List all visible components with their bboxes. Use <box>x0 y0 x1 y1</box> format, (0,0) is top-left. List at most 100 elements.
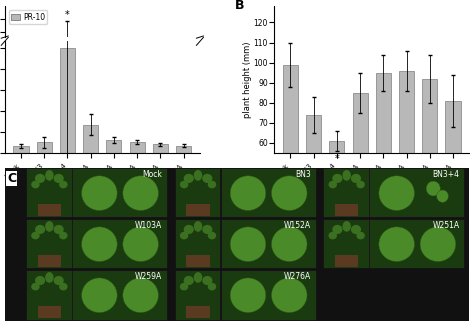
Ellipse shape <box>272 278 307 313</box>
Bar <box>106 140 121 153</box>
Bar <box>129 142 145 153</box>
Bar <box>153 144 168 153</box>
FancyBboxPatch shape <box>222 169 316 217</box>
Ellipse shape <box>183 276 194 285</box>
Ellipse shape <box>202 174 212 183</box>
Ellipse shape <box>31 232 40 239</box>
Ellipse shape <box>123 176 158 211</box>
Ellipse shape <box>208 232 216 239</box>
Bar <box>153 105 168 109</box>
Text: W251A: W251A <box>432 221 459 230</box>
Ellipse shape <box>351 225 361 234</box>
Bar <box>353 93 368 263</box>
Bar <box>60 70 75 109</box>
FancyBboxPatch shape <box>335 255 358 267</box>
Ellipse shape <box>202 225 212 234</box>
Ellipse shape <box>35 225 45 234</box>
Bar <box>129 105 145 109</box>
Ellipse shape <box>332 174 343 183</box>
Bar <box>83 98 98 109</box>
Ellipse shape <box>194 170 202 181</box>
Ellipse shape <box>45 272 54 283</box>
Text: *: * <box>65 10 70 20</box>
Ellipse shape <box>194 221 202 232</box>
Ellipse shape <box>180 283 188 290</box>
Ellipse shape <box>31 181 40 188</box>
Bar <box>36 105 52 109</box>
Ellipse shape <box>82 227 117 261</box>
FancyBboxPatch shape <box>73 169 167 217</box>
Ellipse shape <box>379 176 414 211</box>
Text: W259A: W259A <box>135 272 162 282</box>
Bar <box>36 142 52 153</box>
Text: Mock: Mock <box>142 170 162 179</box>
FancyBboxPatch shape <box>335 203 358 216</box>
Ellipse shape <box>420 227 456 261</box>
Bar <box>422 78 438 263</box>
FancyBboxPatch shape <box>186 203 210 216</box>
Ellipse shape <box>123 227 158 261</box>
Bar <box>13 146 28 153</box>
Ellipse shape <box>208 283 216 290</box>
Text: BN3+4: BN3+4 <box>432 170 459 179</box>
FancyBboxPatch shape <box>176 169 220 217</box>
Y-axis label: plant height (mm): plant height (mm) <box>243 41 252 118</box>
FancyBboxPatch shape <box>222 220 316 269</box>
Ellipse shape <box>183 174 194 183</box>
FancyBboxPatch shape <box>38 306 61 318</box>
Ellipse shape <box>35 174 45 183</box>
Ellipse shape <box>208 181 216 188</box>
Ellipse shape <box>342 170 351 181</box>
Bar <box>83 125 98 153</box>
FancyBboxPatch shape <box>73 271 167 319</box>
Bar <box>176 106 191 109</box>
Ellipse shape <box>35 276 45 285</box>
FancyBboxPatch shape <box>38 255 61 267</box>
Text: *: * <box>335 154 339 164</box>
FancyBboxPatch shape <box>186 255 210 267</box>
Ellipse shape <box>180 181 188 188</box>
Ellipse shape <box>426 181 440 196</box>
Bar <box>60 48 75 153</box>
Ellipse shape <box>437 190 448 202</box>
Ellipse shape <box>356 232 365 239</box>
Bar <box>13 106 28 109</box>
Bar <box>376 73 391 263</box>
Ellipse shape <box>59 232 68 239</box>
Legend: PR-10: PR-10 <box>9 10 47 24</box>
Ellipse shape <box>82 176 117 211</box>
FancyBboxPatch shape <box>27 169 72 217</box>
Text: W276A: W276A <box>283 272 311 282</box>
Ellipse shape <box>351 174 361 183</box>
Bar <box>399 71 414 263</box>
Bar <box>306 115 321 263</box>
FancyBboxPatch shape <box>324 169 369 217</box>
Text: BN3: BN3 <box>295 170 311 179</box>
Ellipse shape <box>328 181 337 188</box>
Ellipse shape <box>230 227 266 261</box>
Bar <box>446 100 461 263</box>
Ellipse shape <box>59 283 68 290</box>
Text: B: B <box>235 0 245 12</box>
FancyBboxPatch shape <box>324 220 369 269</box>
Ellipse shape <box>202 276 212 285</box>
FancyBboxPatch shape <box>27 220 72 269</box>
Ellipse shape <box>272 176 307 211</box>
FancyBboxPatch shape <box>370 220 464 269</box>
Ellipse shape <box>54 174 64 183</box>
Ellipse shape <box>328 232 337 239</box>
Ellipse shape <box>82 278 117 313</box>
FancyBboxPatch shape <box>176 271 220 319</box>
FancyBboxPatch shape <box>222 271 316 319</box>
FancyBboxPatch shape <box>186 306 210 318</box>
Bar <box>176 146 191 153</box>
Ellipse shape <box>194 272 202 283</box>
FancyBboxPatch shape <box>370 169 464 217</box>
Ellipse shape <box>45 221 54 232</box>
FancyBboxPatch shape <box>176 220 220 269</box>
Bar <box>106 104 121 109</box>
Ellipse shape <box>332 225 343 234</box>
Ellipse shape <box>180 232 188 239</box>
Ellipse shape <box>230 176 266 211</box>
Ellipse shape <box>54 276 64 285</box>
